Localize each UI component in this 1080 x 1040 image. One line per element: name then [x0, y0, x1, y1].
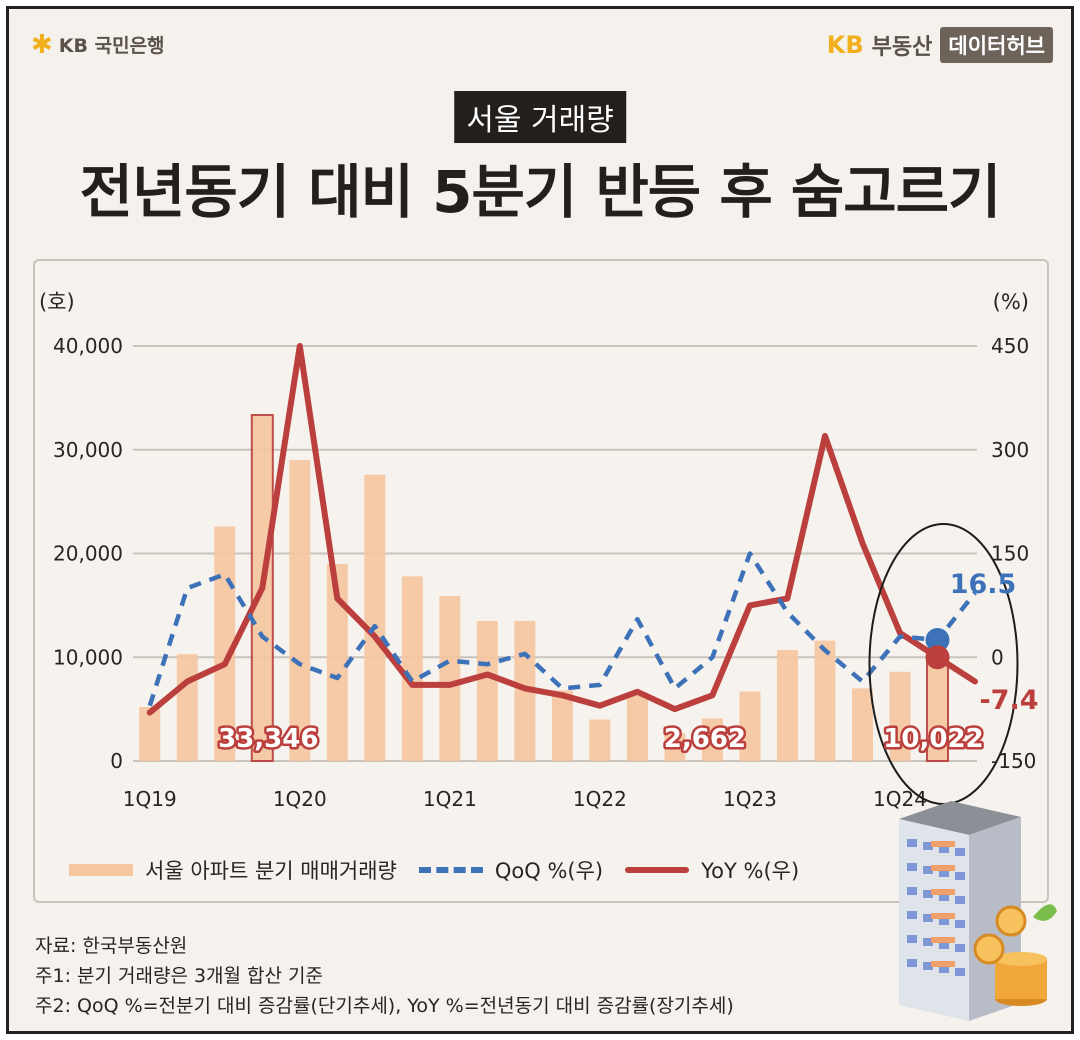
bar [664, 733, 686, 761]
annotation-bar-peak: 33,346 [218, 724, 318, 754]
legend-label-qoq: QoQ %(우) [494, 859, 604, 883]
subtitle: 서울 거래량 [454, 91, 626, 143]
legend-label-yoy: YoY %(우) [701, 859, 800, 883]
left-tick-label: 20,000 [53, 542, 123, 566]
bar [739, 691, 761, 761]
kb-bank-logo: ✱ KB 국민은행 [31, 31, 165, 58]
legend-item-qoq: QoQ %(우) [418, 855, 604, 885]
qoq-marker [925, 627, 950, 652]
brand-name: 부동산 [871, 35, 933, 60]
page-title: 전년동기 대비 5분기 반등 후 숨고르기 [79, 158, 1002, 226]
bar [701, 718, 723, 761]
legend-swatch-qoq [418, 867, 483, 873]
brand-kb: KB [826, 31, 864, 59]
infographic-frame: ✱ KB 국민은행 KB 부동산 데이터허브 서울 거래량 전년동기 대비 5분… [6, 6, 1074, 1034]
footnote-2: 주2: QoQ %=전분기 대비 증감률(단기추세), YoY %=전년동기 대… [35, 995, 734, 1017]
annotation-bar-low: 2,662 [664, 724, 746, 754]
qoq-line [147, 551, 977, 707]
bar [476, 620, 498, 761]
apartment-building-illustration [899, 801, 1057, 1021]
left-tick-label: 0 [110, 749, 123, 773]
bar [776, 649, 798, 761]
right-tick-label: 300 [991, 438, 1029, 462]
source-note: 자료: 한국부동산원 [35, 935, 188, 957]
x-tick-label: 1Q21 [423, 787, 477, 811]
legend-item-bar: 서울 아파트 분기 매매거래량 [69, 855, 397, 885]
right-tick-label: 0 [991, 645, 1004, 669]
legend-item-yoy: YoY %(우) [625, 855, 799, 885]
x-tick-label: 1Q23 [723, 787, 777, 811]
left-tick-label: 40,000 [53, 334, 123, 358]
left-tick-label: 30,000 [53, 438, 123, 462]
legend-swatch-bar [69, 864, 133, 876]
yoy-line [146, 343, 978, 716]
bar [176, 654, 198, 761]
bar [439, 596, 461, 761]
chart-legend: 서울 아파트 분기 매매거래량 QoQ %(우) YoY %(우) [69, 855, 799, 885]
kb-bank-logo-text: KB 국민은행 [58, 35, 165, 57]
annotation-qoq-last: 16.5 [950, 569, 1017, 600]
brand-badge: 데이터허브 [940, 27, 1053, 63]
annotation-yoy-last: -7.4 [979, 685, 1038, 716]
right-axis-unit: (%) [993, 290, 1029, 314]
yoy-marker [925, 645, 950, 670]
bar [589, 719, 611, 761]
annotation-bar-last: 10,022 [883, 724, 983, 754]
legend-swatch-yoy [625, 867, 690, 873]
footnotes: 자료: 한국부동산원 주1: 분기 거래량은 3개월 합산 기준 주2: QoQ… [35, 931, 734, 1021]
bar [364, 474, 386, 761]
bar [626, 695, 648, 761]
combo-chart: 0 10,000 20,000 30,000 40,000 -150 0 150 300 450 (… [39, 290, 1039, 811]
bar [851, 688, 873, 761]
legend-label-bar: 서울 아파트 분기 매매거래량 [145, 859, 397, 883]
bar [814, 640, 836, 761]
kb-data-hub-logo: KB 부동산 데이터허브 [827, 27, 1053, 63]
bar [889, 671, 911, 761]
kb-star-icon: ✱ [31, 29, 53, 60]
left-axis-unit: (호) [39, 290, 75, 314]
x-tick-label: 1Q19 [123, 787, 177, 811]
bar [326, 563, 348, 761]
left-tick-label: 10,000 [53, 645, 123, 669]
right-tick-label: 150 [991, 542, 1029, 566]
bar [139, 707, 161, 761]
footnote-1: 주1: 분기 거래량은 3개월 합산 기준 [35, 965, 324, 987]
x-tick-label: 1Q22 [573, 787, 627, 811]
x-tick-label: 1Q24 [873, 787, 927, 811]
right-tick-label: -150 [991, 749, 1036, 773]
bar [551, 690, 573, 761]
x-tick-label: 1Q20 [273, 787, 327, 811]
bar [401, 576, 423, 761]
bar [289, 460, 311, 761]
right-tick-label: 450 [991, 334, 1029, 358]
